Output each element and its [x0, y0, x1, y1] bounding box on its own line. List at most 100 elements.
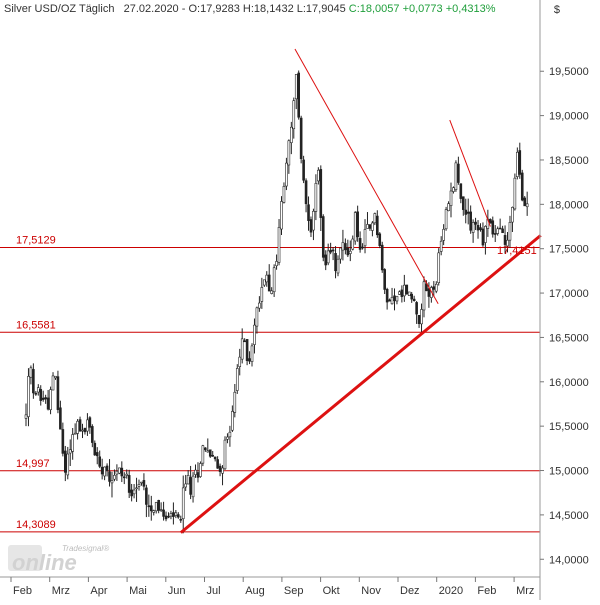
candle-body [189, 477, 192, 495]
candle-body [108, 471, 111, 482]
candle-body [54, 375, 57, 379]
candle-body [417, 315, 421, 325]
candle-body [270, 290, 273, 294]
candle-body [282, 186, 286, 203]
candle-body [238, 356, 242, 367]
candle-body [159, 509, 163, 511]
candle-body [46, 397, 50, 410]
candle-body [260, 287, 264, 302]
candle-body [506, 239, 509, 247]
candle-body [154, 502, 158, 512]
candle-body [184, 483, 187, 488]
candle-body [76, 420, 79, 434]
candle-body [167, 515, 170, 518]
candle-body [459, 183, 463, 199]
candle-body [353, 212, 357, 242]
candle-body [469, 211, 472, 231]
candle-body [324, 254, 328, 266]
logo-box [8, 545, 42, 571]
candle-body [245, 339, 249, 361]
candle-body [208, 449, 212, 457]
candle-body [56, 376, 60, 410]
candle-body [181, 487, 185, 520]
candle-body [294, 74, 298, 100]
instrument-title: Silver USD/OZ Täglich [4, 3, 115, 15]
candle-body [317, 169, 320, 182]
candle-body [376, 215, 379, 236]
candle-body [454, 162, 458, 191]
candle-body [201, 445, 205, 464]
candle-body [393, 295, 396, 302]
candle-body [525, 203, 529, 208]
candle-body [36, 387, 40, 393]
candle-body [368, 224, 372, 229]
candle-body [366, 224, 369, 229]
candle-body [299, 117, 303, 160]
candle-body [434, 283, 438, 292]
candle-body [277, 227, 281, 263]
candle-body [258, 302, 261, 309]
candle-body [267, 274, 271, 292]
candle-body [292, 100, 296, 130]
candle-body [127, 475, 131, 493]
candle-body [422, 281, 426, 311]
x-tick-label: Mai [129, 585, 147, 597]
low-value: L:17,9045 [296, 3, 346, 15]
candle-body [41, 397, 45, 400]
logo-big-text: online [12, 550, 77, 575]
level-label: 14,997 [16, 458, 50, 470]
x-tick-label: Mrz [516, 585, 534, 597]
candle-body [444, 209, 448, 230]
candle-body [503, 235, 507, 245]
candle-body [489, 218, 492, 224]
candle-body [66, 453, 70, 476]
candle-body [191, 475, 195, 498]
candle-body [339, 247, 342, 260]
candle-body [420, 309, 423, 325]
candle-body [287, 140, 291, 166]
candle-body [73, 432, 77, 435]
candle-body [326, 250, 330, 264]
candle-body [152, 510, 156, 513]
currency-symbol: $ [553, 4, 560, 16]
candle-body [204, 447, 207, 451]
candle-body [371, 222, 374, 231]
candle-body [120, 467, 124, 477]
candle-body [44, 397, 47, 400]
candle-body [479, 227, 482, 230]
level-label: 17,5129 [16, 235, 56, 247]
candle-body [329, 249, 332, 253]
candle-body [199, 463, 202, 477]
candle-body [319, 169, 323, 218]
x-tick-label: Jun [168, 585, 186, 597]
candle-body [91, 426, 94, 443]
candle-body [78, 419, 82, 432]
x-tick-label: Sep [284, 585, 304, 597]
candle-body [95, 452, 99, 457]
candle-body [142, 480, 146, 487]
chart-header: Silver USD/OZ Täglich 27.02.2020 - O:17,… [4, 3, 496, 15]
candle-body [314, 183, 318, 212]
candle-body [491, 220, 495, 235]
candle-body [233, 391, 237, 413]
trend-value-label: 17,4151 [497, 245, 537, 257]
trendline-resistance-1 [294, 48, 439, 304]
candle-body [496, 228, 499, 234]
candle-body [461, 196, 465, 210]
candle-body [449, 190, 453, 206]
open-value: O:17,9283 [188, 3, 240, 15]
candle-body [105, 465, 109, 472]
x-tick-label: Jul [207, 585, 221, 597]
candle-body [231, 411, 234, 431]
candle-body [24, 414, 28, 419]
x-tick-label: Feb [477, 585, 496, 597]
candle-body [262, 279, 266, 286]
candle-body [518, 150, 522, 175]
candle-body [351, 238, 355, 250]
candle-body [140, 481, 143, 484]
y-tick-label: 17,0000 [549, 288, 589, 300]
candle-body [61, 429, 65, 454]
candle-body [447, 203, 450, 212]
candle-body [174, 512, 178, 516]
